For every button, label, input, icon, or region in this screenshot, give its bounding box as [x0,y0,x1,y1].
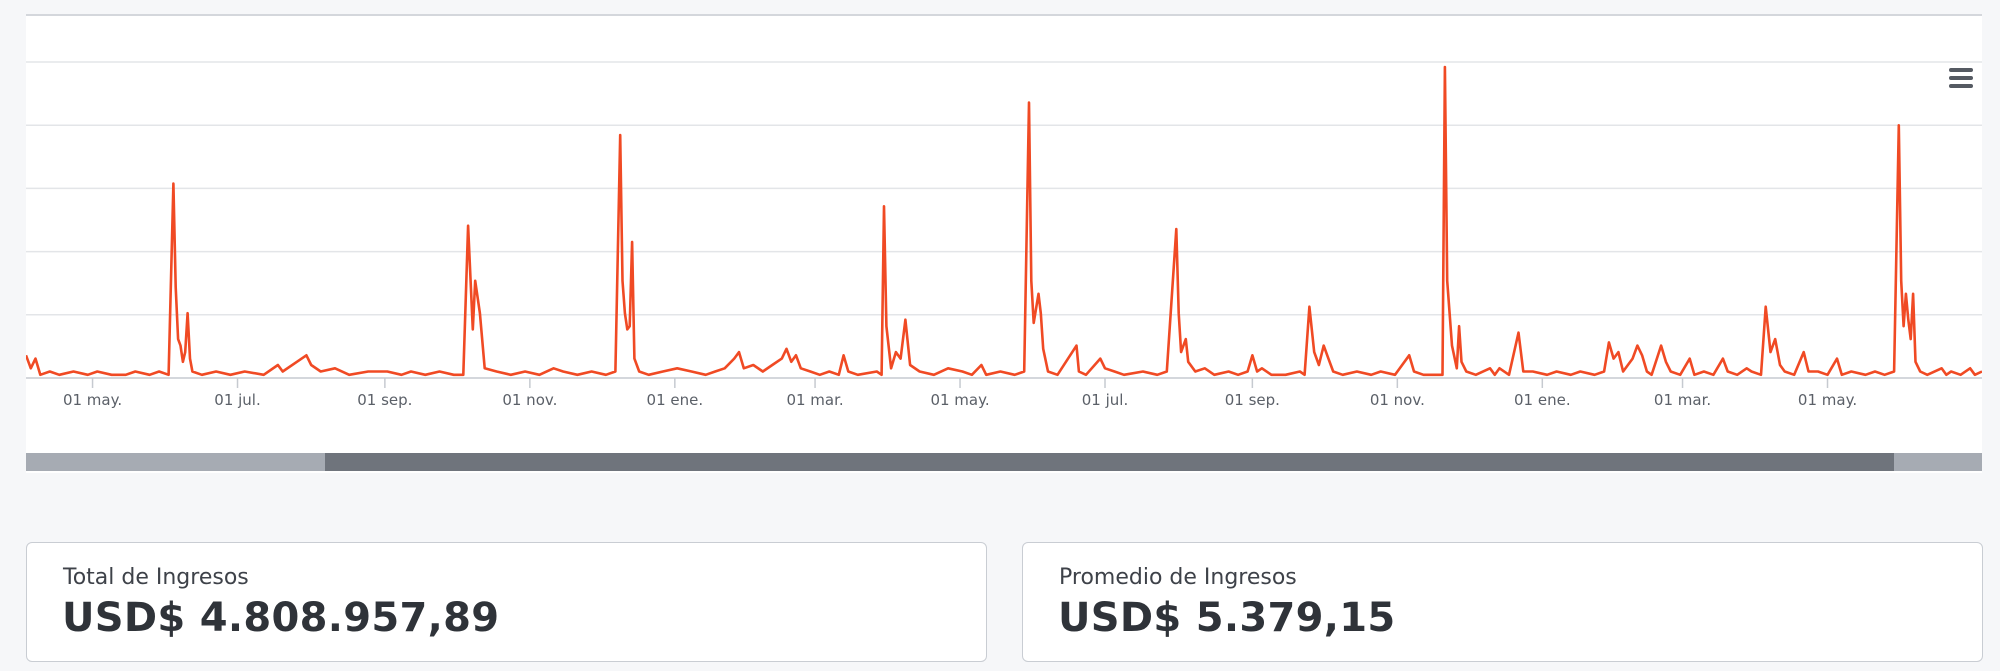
navigator-range-handle[interactable] [325,453,1894,471]
total-revenue-value: USD$ 4.808.957,89 [62,595,500,641]
average-revenue-card: Promedio de Ingresos USD$ 5.379,15 [1022,542,1983,662]
revenue-line-chart: 01 may. 01 jul. 01 sep. 01 nov. 01 ene. 01 ma… [26,61,1982,409]
x-axis-tick-label: 01 ene. [647,391,704,409]
hamburger-menu-icon [1949,68,1973,72]
chart-menu-button[interactable] [1946,64,1976,94]
x-axis-tick-label: 01 may. [1798,391,1857,409]
x-axis-tick-label: 01 mar. [1654,391,1711,409]
average-revenue-value: USD$ 5.379,15 [1058,595,1396,641]
average-revenue-label: Promedio de Ingresos [1059,565,1297,590]
hamburger-menu-icon-bar [1949,84,1973,88]
x-axis-tick-label: 01 may. [930,391,989,409]
x-axis-tick-label: 01 mar. [786,391,843,409]
total-revenue-label: Total de Ingresos [63,565,249,590]
revenue-series-line [26,65,1982,377]
total-revenue-card: Total de Ingresos USD$ 4.808.957,89 [26,542,987,662]
chart-navigator-scrollbar[interactable] [26,453,1982,471]
x-axis-tick-label: 01 sep. [1225,391,1280,409]
x-axis-tick-label: 01 may. [63,391,122,409]
x-axis-tick-label: 01 jul. [1082,391,1128,409]
x-axis-tick-label: 01 ene. [1514,391,1571,409]
x-axis-tick-label: 01 sep. [357,391,412,409]
x-axis-tick-label: 01 jul. [214,391,260,409]
revenue-chart: 01 may. 01 jul. 01 sep. 01 nov. 01 ene. 01 ma… [26,14,1982,473]
hamburger-menu-icon-bar [1949,76,1973,80]
x-axis-tick-label: 01 nov. [502,391,557,409]
x-axis-tick-label: 01 nov. [1370,391,1425,409]
